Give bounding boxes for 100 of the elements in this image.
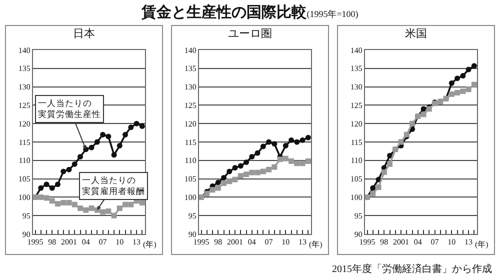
point xyxy=(111,152,117,158)
x-axis-title: (年) xyxy=(475,240,489,249)
y-tick-label: 105 xyxy=(18,174,30,184)
chart-title: 米国 xyxy=(405,27,427,40)
point xyxy=(232,165,238,171)
x-tick-label: 1995 xyxy=(193,238,210,247)
point xyxy=(221,174,227,180)
point xyxy=(100,132,106,138)
point xyxy=(398,139,404,145)
point xyxy=(454,90,460,96)
point xyxy=(226,168,232,174)
point xyxy=(266,139,272,145)
point xyxy=(294,139,300,145)
y-tick-label: 95 xyxy=(354,211,362,220)
point xyxy=(420,106,426,112)
point xyxy=(305,134,311,140)
x-tick-label: 04 xyxy=(82,238,90,247)
point xyxy=(238,173,244,179)
point xyxy=(72,161,78,167)
point xyxy=(78,205,84,211)
y-tick-label: 90 xyxy=(188,230,196,239)
point xyxy=(387,161,393,167)
point xyxy=(471,82,477,88)
point xyxy=(66,166,72,172)
y-tick-label: 130 xyxy=(18,82,30,92)
point xyxy=(88,144,94,150)
point xyxy=(244,159,250,165)
y-tick-label: 105 xyxy=(350,174,362,184)
point xyxy=(44,195,50,201)
point xyxy=(370,185,376,191)
y-tick-label: 140 xyxy=(184,46,196,55)
point xyxy=(116,205,122,211)
x-tick-label: 2001 xyxy=(61,238,78,247)
x-tick-label: 2001 xyxy=(393,238,410,247)
point xyxy=(254,150,260,156)
y-tick-label: 100 xyxy=(18,193,30,202)
y-tick-label: 130 xyxy=(184,82,196,92)
point xyxy=(210,187,216,193)
x-axis-title: (年) xyxy=(309,240,323,249)
point xyxy=(122,132,128,138)
point xyxy=(272,164,278,170)
x-tick-label: 10 xyxy=(116,238,124,247)
text: 2015年度「労働経済白書」から作成 xyxy=(332,262,492,276)
point xyxy=(49,198,55,204)
y-tick-label: 110 xyxy=(18,156,30,166)
y-tick-label: 100 xyxy=(184,193,196,202)
point xyxy=(454,76,460,82)
x-tick-label: 04 xyxy=(248,238,256,247)
point xyxy=(448,91,454,97)
x-tick-label: 10 xyxy=(282,238,290,247)
point xyxy=(55,201,61,207)
text: 賃金と生産性の国際比較 xyxy=(142,3,307,21)
point xyxy=(49,185,55,191)
x-tick-label: 13 xyxy=(132,238,141,247)
x-tick-label: 2001 xyxy=(227,238,244,247)
point xyxy=(305,158,311,164)
point xyxy=(122,202,128,208)
y-tick-label: 120 xyxy=(184,119,196,128)
x-tick-label: 1995 xyxy=(27,238,44,247)
x-tick-label: 07 xyxy=(264,238,273,247)
annotation: 一人当たりの実質雇用者報酬 xyxy=(82,175,145,198)
point xyxy=(116,142,122,148)
point xyxy=(387,152,393,158)
y-tick-label: 115 xyxy=(18,138,30,147)
point xyxy=(254,170,260,176)
point xyxy=(83,207,89,213)
point xyxy=(249,170,255,176)
point xyxy=(294,160,300,166)
point xyxy=(60,200,66,206)
chart-title: 日本 xyxy=(73,27,95,40)
point xyxy=(134,120,140,126)
point xyxy=(260,144,266,150)
y-tick-label: 90 xyxy=(22,230,30,239)
point xyxy=(376,184,382,190)
x-tick-label: 10 xyxy=(448,238,456,247)
y-tick-label: 135 xyxy=(350,64,362,74)
x-tick-label: 13 xyxy=(464,238,473,247)
y-tick-label: 110 xyxy=(350,156,362,166)
y-tick-label: 105 xyxy=(184,174,196,184)
y-tick-label: 115 xyxy=(184,138,196,147)
y-tick-label: 125 xyxy=(184,101,196,110)
point xyxy=(448,80,454,86)
point xyxy=(249,154,255,160)
y-tick-label: 125 xyxy=(350,101,362,110)
x-tick-label: 98 xyxy=(380,238,388,247)
x-tick-label: 04 xyxy=(414,238,422,247)
x-tick-label: 98 xyxy=(48,238,56,247)
point xyxy=(370,190,376,196)
point xyxy=(460,73,466,79)
point xyxy=(60,168,66,174)
y-tick-label: 90 xyxy=(354,230,362,239)
point xyxy=(288,158,294,164)
point xyxy=(72,202,78,208)
y-tick-label: 140 xyxy=(350,46,362,55)
point xyxy=(215,180,221,186)
point xyxy=(420,112,426,118)
point xyxy=(272,141,278,147)
point xyxy=(94,139,100,145)
chart-title: ユーロ圏 xyxy=(228,27,272,40)
point xyxy=(466,66,472,72)
